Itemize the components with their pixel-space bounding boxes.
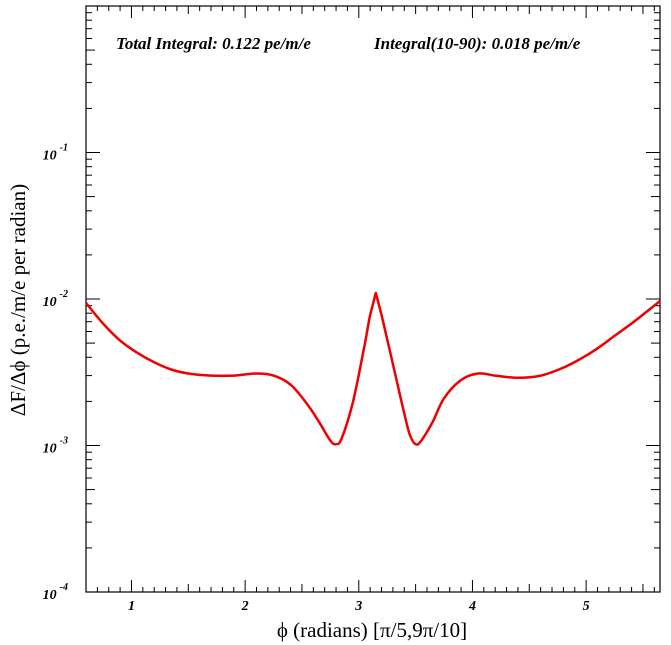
total-integral-annotation: Total Integral: 0.122 pe/m/e: [116, 34, 311, 53]
integral-10-90-annotation: Integral(10-90): 0.018 pe/m/e: [373, 34, 581, 53]
x-tick-label: 1: [128, 599, 135, 614]
y-tick-labels: 10-1 10-2 10-3 10-4: [43, 143, 68, 604]
x-tick-labels: 1 2 3 4 5: [128, 599, 590, 614]
y-tick-label: 10-3: [43, 436, 68, 457]
series-line: [85, 291, 661, 446]
x-tick-label: 5: [583, 599, 590, 614]
series-layer: [85, 291, 661, 446]
x-tick-label: 4: [468, 599, 476, 614]
x-tick-label: 2: [241, 599, 249, 614]
x-axis-title: ϕ (radians) [π/5,9π/10]: [277, 618, 467, 642]
y-tick-label: 10-1: [43, 143, 68, 164]
y-tick-label: 10-4: [43, 582, 68, 603]
y-tick-label: 10-2: [43, 289, 68, 310]
x-tick-label: 3: [354, 599, 362, 614]
y-axis-title: ΔF/Δϕ (p.e./m/e per radian): [6, 184, 30, 416]
